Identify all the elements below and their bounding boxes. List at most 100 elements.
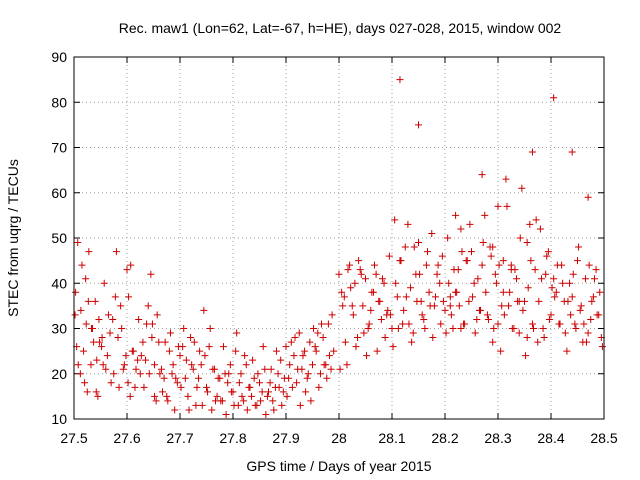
data-point — [182, 356, 190, 364]
data-point — [93, 356, 101, 364]
data-point — [530, 325, 538, 332]
data-point — [482, 288, 490, 296]
data-point — [340, 293, 348, 301]
data-point — [85, 248, 93, 256]
data-point — [457, 225, 465, 233]
data-point — [363, 352, 371, 360]
data-point — [306, 338, 314, 346]
data-point — [500, 311, 508, 319]
data-point — [548, 284, 556, 292]
data-point — [316, 370, 324, 378]
x-tick-label: 27.6 — [113, 430, 140, 446]
data-point — [294, 365, 302, 373]
data-point — [248, 392, 256, 400]
data-point — [490, 325, 498, 332]
data-point — [362, 275, 369, 283]
data-point — [267, 365, 275, 373]
data-point — [371, 261, 379, 269]
data-point — [534, 338, 542, 346]
data-point — [377, 315, 385, 323]
data-point — [347, 284, 355, 292]
data-point — [303, 374, 311, 382]
data-point — [98, 334, 106, 342]
data-point — [266, 379, 274, 387]
data-point — [422, 261, 430, 269]
data-point — [590, 275, 598, 283]
data-point — [483, 311, 491, 319]
data-point — [132, 365, 140, 373]
data-point — [393, 293, 401, 301]
data-point — [237, 370, 245, 378]
data-point — [124, 379, 132, 387]
data-points — [71, 76, 606, 418]
data-point — [357, 270, 365, 278]
data-point — [193, 383, 201, 391]
data-point — [99, 361, 107, 369]
y-tick-label: 90 — [51, 49, 67, 65]
data-point — [408, 338, 416, 346]
data-point — [324, 320, 332, 328]
data-point — [386, 311, 394, 319]
data-point — [399, 320, 407, 328]
data-point — [90, 338, 98, 346]
data-point — [134, 356, 142, 364]
data-point — [466, 220, 474, 228]
y-tick-label: 70 — [51, 140, 67, 156]
data-point — [307, 397, 315, 405]
data-point — [107, 379, 115, 387]
data-point — [452, 288, 460, 296]
data-point — [376, 297, 384, 305]
data-point — [559, 279, 567, 287]
data-point — [372, 270, 380, 278]
data-point — [217, 397, 225, 405]
data-point — [492, 279, 500, 287]
data-point — [378, 275, 386, 283]
y-tick-label: 80 — [51, 94, 67, 110]
y-tick-label: 10 — [51, 411, 67, 427]
data-point — [535, 297, 543, 305]
data-point — [304, 370, 312, 378]
data-point — [540, 334, 548, 342]
data-point — [172, 374, 180, 382]
data-point — [87, 325, 95, 332]
data-point — [164, 397, 172, 405]
data-point — [415, 121, 422, 129]
y-axis-label: STEC from uqrg / TECUs — [5, 159, 21, 317]
data-point — [250, 374, 258, 382]
data-point — [174, 343, 182, 351]
data-point — [450, 266, 458, 274]
data-point — [349, 311, 357, 319]
data-point — [444, 234, 452, 242]
data-point — [587, 315, 595, 323]
data-point — [338, 288, 346, 296]
data-point — [204, 388, 212, 396]
data-point — [315, 383, 323, 391]
data-point — [527, 257, 535, 265]
data-point — [246, 383, 254, 391]
data-point — [583, 338, 591, 346]
chart-title: Rec. maw1 (Lon=62, Lat=-67, h=HE), days … — [119, 20, 562, 36]
data-point — [384, 306, 392, 314]
data-point — [127, 261, 135, 269]
data-point — [497, 347, 505, 355]
data-point — [588, 297, 596, 305]
data-point — [209, 365, 217, 373]
data-point — [499, 288, 507, 296]
data-point — [400, 306, 408, 314]
data-point — [343, 361, 351, 369]
data-point — [230, 401, 238, 409]
data-point — [385, 252, 393, 260]
data-point — [404, 220, 412, 228]
x-tick-label: 28.1 — [378, 430, 405, 446]
data-point — [310, 325, 318, 332]
data-point — [528, 148, 536, 156]
data-point — [151, 392, 159, 400]
data-point — [397, 257, 405, 265]
data-point — [389, 343, 397, 351]
data-point — [206, 325, 214, 332]
data-point — [516, 234, 524, 242]
data-point — [415, 239, 422, 247]
data-point — [265, 388, 273, 396]
data-point — [513, 275, 521, 283]
data-point — [402, 293, 410, 301]
